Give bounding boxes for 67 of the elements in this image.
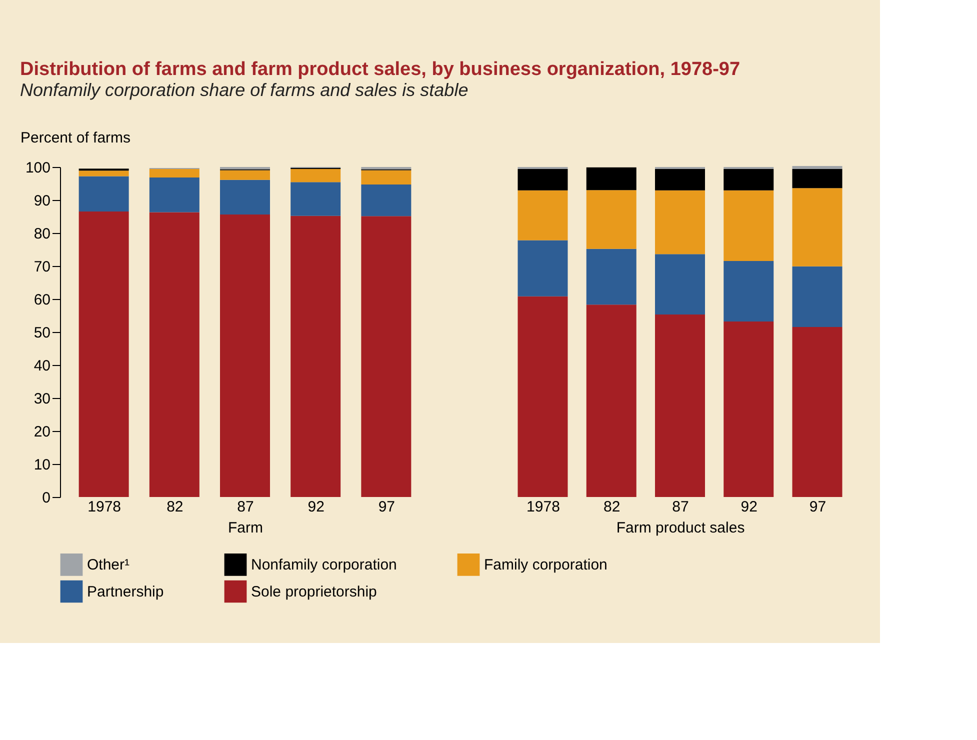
x-axis-title: Farm bbox=[228, 520, 263, 536]
bar bbox=[792, 168, 842, 188]
y-tick-label: 100 bbox=[25, 160, 50, 176]
bar bbox=[518, 168, 568, 190]
legend-label: Other¹ bbox=[87, 556, 130, 574]
chart-subtitle: Nonfamily corporation share of farms and sales is stable bbox=[20, 80, 468, 100]
x-axis-title: Farm product sales bbox=[616, 520, 745, 536]
bar bbox=[290, 182, 341, 216]
bar bbox=[149, 212, 200, 497]
bar bbox=[290, 216, 341, 497]
bar bbox=[792, 327, 842, 497]
bar bbox=[655, 190, 705, 254]
x-tick-label: 97 bbox=[378, 498, 396, 516]
bar bbox=[518, 296, 568, 497]
y-tick-label: 70 bbox=[34, 258, 50, 276]
bar bbox=[78, 170, 129, 176]
y-tick-label: 80 bbox=[34, 226, 50, 242]
x-tick-label: 87 bbox=[672, 498, 689, 516]
bar bbox=[149, 178, 200, 212]
y-tick-label: 90 bbox=[34, 192, 50, 210]
bar bbox=[655, 168, 705, 190]
legend-label: Sole proprietorship bbox=[251, 584, 377, 600]
bar bbox=[724, 190, 774, 262]
bar bbox=[518, 240, 568, 296]
x-tick-label: 1978 bbox=[88, 498, 122, 516]
bar bbox=[78, 212, 129, 497]
legend-label: Family corporation bbox=[484, 556, 608, 574]
y-tick-label: 10 bbox=[34, 456, 50, 474]
legend-label: Nonfamily corporation bbox=[251, 556, 397, 574]
bar bbox=[655, 314, 705, 497]
bar bbox=[149, 168, 200, 178]
bar bbox=[220, 170, 270, 180]
bar bbox=[220, 180, 270, 215]
bar bbox=[792, 166, 842, 169]
bar bbox=[518, 190, 568, 240]
x-tick-label: 1978 bbox=[526, 498, 560, 516]
bar bbox=[724, 261, 774, 322]
x-tick-label: 92 bbox=[740, 498, 758, 516]
chart-title: Distribution of farms and farm product sales, by business organization, 1978-97 bbox=[20, 59, 740, 80]
y-tick-label: 30 bbox=[34, 390, 50, 408]
x-tick-label: 82 bbox=[604, 498, 620, 516]
bar bbox=[792, 266, 842, 328]
y-tick-label: 60 bbox=[34, 292, 50, 308]
x-tick-label: 97 bbox=[809, 498, 826, 516]
bar bbox=[78, 176, 129, 212]
y-axis-title: Percent of farms bbox=[20, 130, 131, 146]
y-tick-label: 20 bbox=[34, 424, 50, 440]
bar bbox=[792, 188, 842, 266]
bar bbox=[361, 216, 412, 497]
bar bbox=[655, 254, 705, 315]
x-tick-label: 82 bbox=[166, 498, 184, 516]
x-tick-label: 87 bbox=[237, 498, 254, 516]
y-tick-label: 0 bbox=[42, 490, 50, 506]
bar bbox=[586, 304, 636, 497]
bar bbox=[586, 167, 636, 190]
x-tick-label: 92 bbox=[308, 498, 324, 516]
y-tick-label: 50 bbox=[34, 324, 50, 342]
bar bbox=[724, 321, 774, 497]
bar bbox=[586, 248, 636, 305]
y-tick-label: 40 bbox=[34, 358, 50, 374]
bar bbox=[586, 190, 636, 249]
bar bbox=[290, 168, 341, 182]
bar bbox=[724, 168, 774, 190]
legend-label: Partnership bbox=[87, 584, 164, 600]
bar bbox=[220, 214, 270, 497]
bar bbox=[361, 170, 412, 184]
bar bbox=[361, 184, 412, 216]
